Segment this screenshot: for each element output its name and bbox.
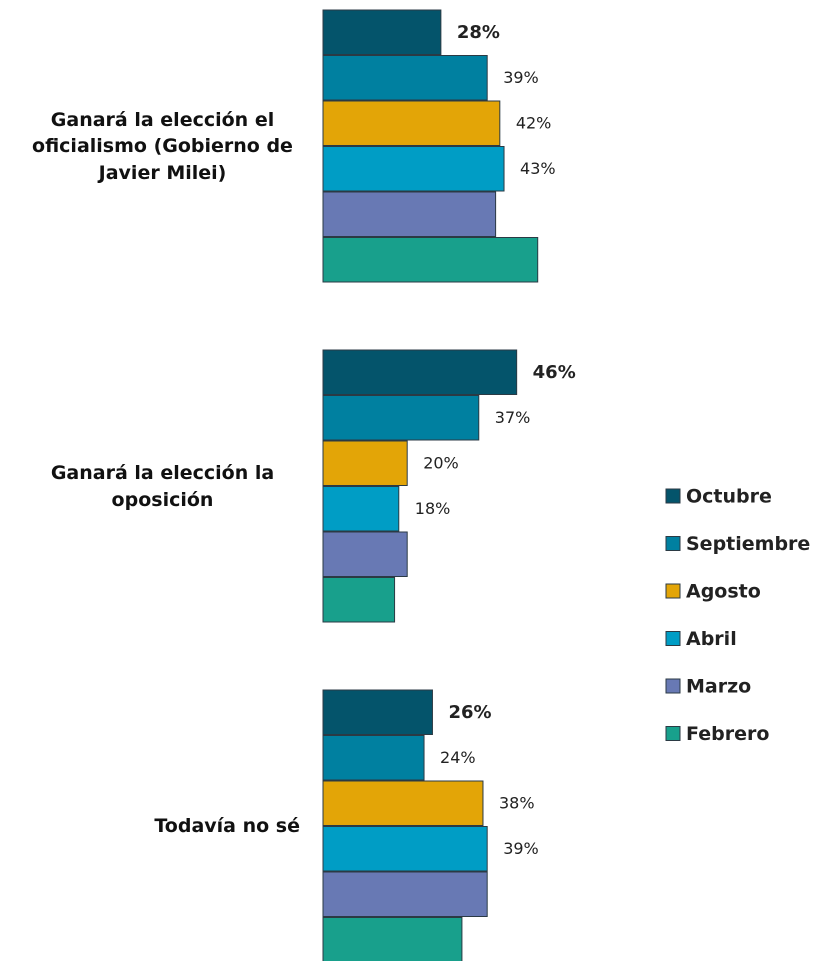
bar [322, 349, 518, 395]
value-label: 20% [423, 453, 459, 472]
bar [322, 9, 442, 55]
legend-swatch [665, 536, 681, 551]
value-label: 26% [448, 702, 491, 723]
value-label: 18% [415, 499, 451, 518]
category-label: Todavía no sé [154, 815, 300, 838]
value-label: 42% [516, 113, 552, 132]
legend-swatch [665, 631, 681, 646]
category-label: Ganará la elección la oposición [50, 461, 275, 511]
bar [322, 440, 408, 486]
value-label: 37% [495, 408, 531, 427]
bar [322, 146, 505, 192]
category-label-box: Ganará la elección el oficialismo (Gobie… [20, 10, 300, 283]
value-label: 39% [503, 839, 539, 858]
legend-label: Septiembre [686, 533, 810, 555]
value-label: 28% [457, 22, 500, 43]
bar [322, 191, 497, 237]
legend-label: Abril [686, 628, 737, 650]
legend-swatch [665, 488, 681, 504]
bar [322, 100, 501, 146]
bar [322, 917, 463, 961]
bar [322, 780, 484, 826]
category-label-box: Ganará la elección la oposición [20, 350, 300, 623]
bar [322, 735, 425, 781]
legend-label: Octubre [686, 486, 772, 508]
value-label: 38% [499, 793, 535, 812]
bar [322, 531, 408, 577]
bar [322, 689, 433, 735]
value-label: 46% [533, 362, 576, 383]
value-label: 24% [440, 748, 476, 767]
legend-label: Agosto [686, 581, 761, 603]
bar [322, 871, 488, 917]
bar [322, 55, 488, 101]
legend-label: Marzo [686, 676, 751, 698]
bar [322, 486, 400, 532]
legend-swatch [665, 678, 681, 694]
value-label: 39% [503, 68, 539, 87]
legend-swatch [665, 583, 681, 599]
bar [322, 826, 488, 872]
legend-swatch [665, 726, 681, 741]
legend-label: Febrero [686, 723, 769, 745]
category-label-box: Todavía no sé [20, 690, 300, 963]
value-label: 43% [520, 159, 556, 178]
category-label: Ganará la elección el oficialismo (Gobie… [32, 108, 293, 184]
bar [322, 395, 480, 441]
bar [322, 237, 539, 283]
bar [322, 577, 396, 623]
